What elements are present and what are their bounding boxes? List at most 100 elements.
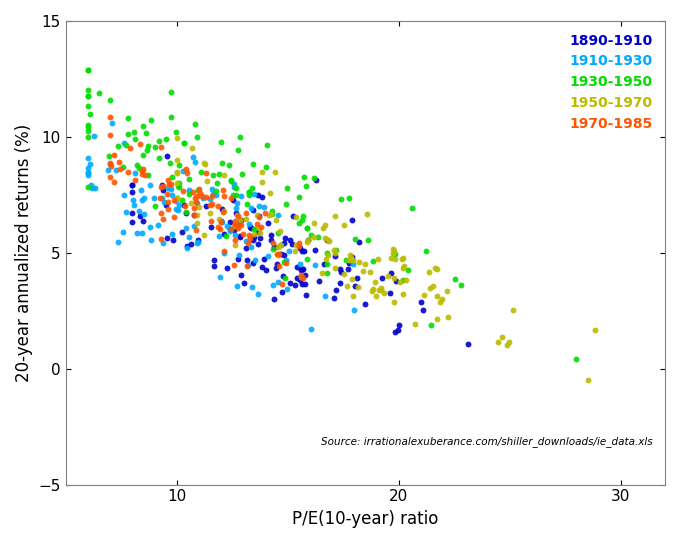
1890-1910 xyxy=(292,262,303,271)
1950-1970 xyxy=(320,233,330,242)
1890-1910 xyxy=(330,286,341,294)
1930-1950 xyxy=(181,208,192,217)
1910-1930 xyxy=(188,153,199,162)
1910-1930 xyxy=(113,238,124,247)
1910-1930 xyxy=(177,167,188,175)
1890-1910 xyxy=(271,260,282,269)
1930-1950 xyxy=(184,190,194,199)
1970-1985 xyxy=(156,182,167,191)
1910-1930 xyxy=(309,261,320,270)
1950-1970 xyxy=(254,229,265,238)
1970-1985 xyxy=(163,204,173,213)
1910-1930 xyxy=(127,195,138,204)
1930-1950 xyxy=(82,85,93,94)
1890-1910 xyxy=(217,205,228,213)
1950-1970 xyxy=(441,286,452,295)
1910-1930 xyxy=(82,168,93,177)
1910-1930 xyxy=(82,167,93,176)
1930-1950 xyxy=(267,206,277,215)
1970-1985 xyxy=(114,165,125,173)
1890-1910 xyxy=(248,236,259,244)
1930-1950 xyxy=(262,140,273,149)
1950-1970 xyxy=(302,237,313,246)
1910-1930 xyxy=(235,192,246,200)
1950-1970 xyxy=(397,264,408,273)
1890-1910 xyxy=(224,224,235,233)
1910-1930 xyxy=(156,194,167,203)
1950-1970 xyxy=(317,269,328,277)
1930-1950 xyxy=(224,161,235,170)
1930-1950 xyxy=(174,161,185,169)
1950-1970 xyxy=(290,240,301,249)
1910-1930 xyxy=(254,202,265,211)
1970-1985 xyxy=(233,224,243,232)
1970-1985 xyxy=(182,168,192,177)
1950-1970 xyxy=(359,260,370,268)
1950-1970 xyxy=(431,265,442,274)
1890-1910 xyxy=(176,228,187,236)
1930-1950 xyxy=(82,66,93,75)
1970-1985 xyxy=(293,242,304,250)
1890-1910 xyxy=(291,273,302,282)
1890-1910 xyxy=(270,264,281,273)
1910-1930 xyxy=(348,305,359,314)
1910-1930 xyxy=(305,325,316,333)
1970-1985 xyxy=(105,159,116,167)
1930-1950 xyxy=(123,113,134,122)
1890-1910 xyxy=(248,233,259,242)
1910-1930 xyxy=(244,219,255,228)
1970-1985 xyxy=(230,217,241,225)
1970-1985 xyxy=(213,223,224,232)
1930-1950 xyxy=(235,132,245,141)
1890-1910 xyxy=(276,249,287,258)
1910-1930 xyxy=(165,185,176,193)
1910-1930 xyxy=(214,231,225,240)
1970-1985 xyxy=(163,198,173,206)
1910-1930 xyxy=(136,186,147,195)
1930-1950 xyxy=(179,138,190,147)
1930-1950 xyxy=(192,185,203,194)
1930-1950 xyxy=(105,96,116,104)
1890-1910 xyxy=(209,261,220,270)
1930-1950 xyxy=(166,173,177,182)
1950-1970 xyxy=(383,272,394,281)
1910-1930 xyxy=(84,160,95,169)
1910-1930 xyxy=(158,239,169,248)
1890-1910 xyxy=(418,305,428,314)
1890-1910 xyxy=(254,233,265,242)
1950-1970 xyxy=(330,263,341,272)
1950-1970 xyxy=(367,285,378,293)
1950-1970 xyxy=(303,236,313,245)
1950-1970 xyxy=(171,168,182,177)
1950-1970 xyxy=(171,179,182,187)
1970-1985 xyxy=(207,200,218,209)
1970-1985 xyxy=(273,250,284,258)
1970-1985 xyxy=(105,173,116,182)
1950-1970 xyxy=(369,277,380,286)
1930-1950 xyxy=(312,232,323,241)
1950-1970 xyxy=(432,292,443,300)
1950-1970 xyxy=(389,298,400,306)
1930-1950 xyxy=(398,276,409,285)
1890-1910 xyxy=(221,264,232,273)
1970-1985 xyxy=(109,178,120,186)
1930-1950 xyxy=(302,224,313,232)
1970-1985 xyxy=(273,262,284,270)
1890-1910 xyxy=(294,276,305,285)
1930-1950 xyxy=(171,128,182,136)
1930-1950 xyxy=(83,66,94,75)
1930-1950 xyxy=(123,130,134,139)
1950-1970 xyxy=(361,210,372,219)
1930-1950 xyxy=(402,266,413,274)
1950-1970 xyxy=(274,226,285,235)
1950-1970 xyxy=(401,275,412,284)
1890-1910 xyxy=(241,244,252,252)
1970-1985 xyxy=(298,274,309,282)
1910-1930 xyxy=(119,191,130,199)
1950-1970 xyxy=(192,219,203,228)
1910-1930 xyxy=(245,204,256,212)
1890-1910 xyxy=(288,212,299,220)
1970-1985 xyxy=(225,225,236,234)
1950-1970 xyxy=(339,269,350,278)
1910-1930 xyxy=(228,183,239,192)
